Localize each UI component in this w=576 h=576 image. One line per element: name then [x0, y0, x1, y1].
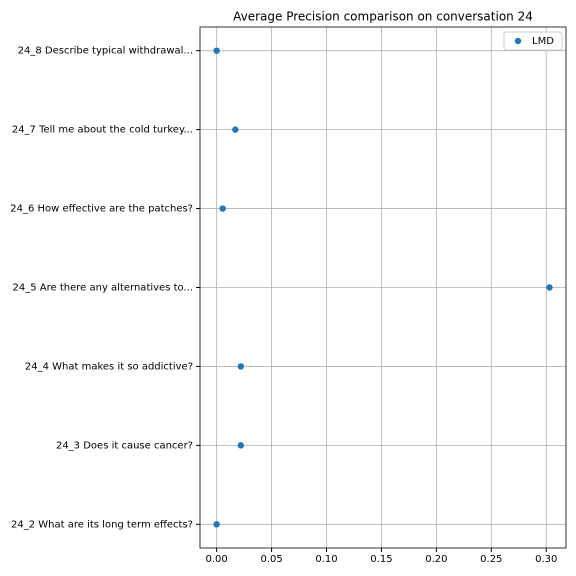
- y-tick-label: 24_3 Does it cause cancer?: [56, 440, 193, 451]
- plot-frame: [199, 26, 567, 549]
- legend-box: [503, 31, 563, 51]
- x-tick-label: 0.05: [260, 554, 282, 565]
- point: [219, 205, 226, 212]
- x-tick-label: 0.00: [206, 554, 228, 565]
- y-tick-label: 24_2 What are its long term effects?: [11, 519, 193, 530]
- chart-title: Average Precision comparison on conversa…: [233, 10, 533, 24]
- x-tick-label: 0.10: [315, 554, 337, 565]
- legend-label: LMD: [532, 36, 554, 47]
- x-tick-label: 0.25: [480, 554, 502, 565]
- point: [213, 47, 220, 54]
- x-tick-label: 0.30: [535, 554, 557, 565]
- y-tick-label: 24_5 Are there any alternatives to...: [13, 283, 193, 294]
- x-tick-label: 0.15: [370, 554, 392, 565]
- point: [232, 126, 239, 133]
- point: [213, 521, 220, 528]
- y-tick-label: 24_4 What makes it so addictive?: [25, 361, 193, 372]
- point: [546, 284, 553, 291]
- legend-marker: [514, 37, 522, 45]
- y-tick-label: 24_7 Tell me about the cold turkey...: [12, 125, 193, 136]
- y-tick-label: 24_8 Describe typical withdrawal...: [18, 46, 193, 57]
- point: [237, 363, 245, 370]
- point: [237, 442, 245, 449]
- x-tick-label: 0.20: [425, 554, 447, 565]
- y-tick-label: 24_6 How effective are the patches?: [10, 204, 193, 215]
